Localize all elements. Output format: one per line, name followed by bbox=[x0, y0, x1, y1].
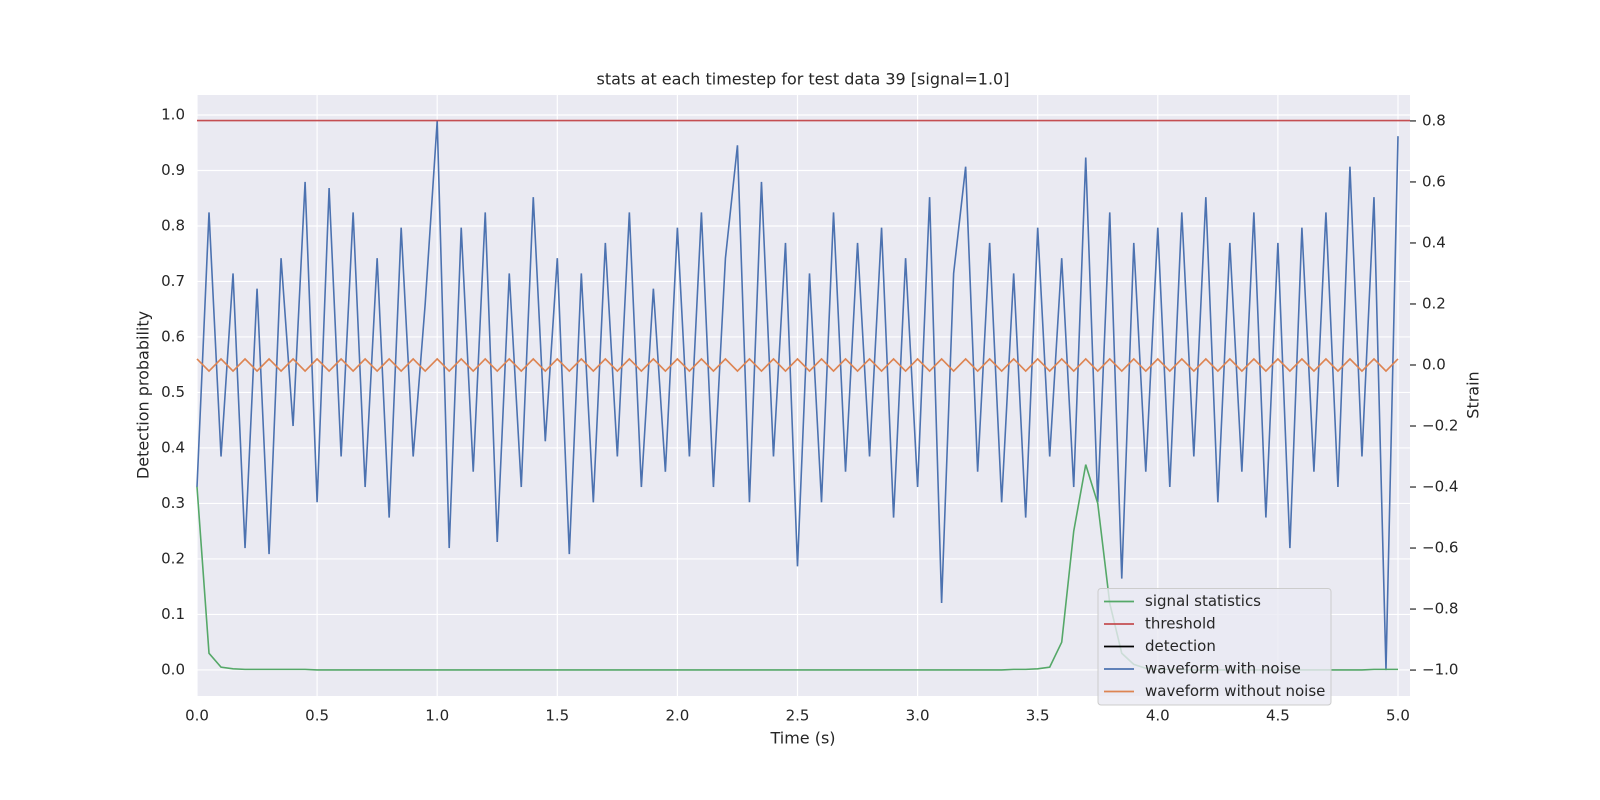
y-tick-label: 0.8 bbox=[161, 216, 185, 234]
y-tick-label: 1.0 bbox=[161, 105, 185, 123]
x-tick-label: 1.0 bbox=[425, 707, 449, 725]
legend-label: waveform without noise bbox=[1145, 682, 1325, 700]
y-tick-label: 0.7 bbox=[161, 272, 185, 290]
y-tick-label: 0.2 bbox=[161, 549, 185, 567]
y2-tick-label: −0.8 bbox=[1422, 600, 1458, 618]
legend-label: detection bbox=[1145, 637, 1216, 655]
y-tick-label: 0.9 bbox=[161, 161, 185, 179]
x-tick-label: 2.0 bbox=[665, 707, 689, 725]
x-tick-label: 5.0 bbox=[1386, 707, 1410, 725]
x-tick-label: 2.5 bbox=[786, 707, 810, 725]
legend-label: signal statistics bbox=[1145, 592, 1261, 610]
y2-tick-label: −0.2 bbox=[1422, 417, 1458, 435]
x-tick-label: 1.5 bbox=[545, 707, 569, 725]
series-line bbox=[196, 357, 1399, 373]
series-line bbox=[196, 120, 1399, 671]
y2-tick-label: 0.6 bbox=[1422, 172, 1446, 190]
x-tick-label: 4.5 bbox=[1266, 707, 1290, 725]
legend-label: threshold bbox=[1145, 615, 1216, 633]
y2-tick-label: −0.4 bbox=[1422, 478, 1458, 496]
x-tick-label: 0.0 bbox=[185, 707, 209, 725]
y2-tick-label: −0.6 bbox=[1422, 539, 1458, 557]
x-tick-label: 4.0 bbox=[1146, 707, 1170, 725]
x-tick-label: 3.5 bbox=[1026, 707, 1050, 725]
y-tick-label: 0.0 bbox=[161, 660, 185, 678]
y-tick-label: 0.5 bbox=[161, 383, 185, 401]
y-tick-label: 0.1 bbox=[161, 605, 185, 623]
y2-tick-label: 0.8 bbox=[1422, 111, 1446, 129]
y2-tick-label: 0.2 bbox=[1422, 294, 1446, 312]
y-axis-label: Detection probability bbox=[134, 311, 153, 479]
grid bbox=[196, 95, 1410, 696]
x-tick-label: 0.5 bbox=[305, 707, 329, 725]
y2-tick-label: 0.0 bbox=[1422, 355, 1446, 373]
x-axis-label: Time (s) bbox=[769, 729, 835, 748]
x-tick-label: 3.0 bbox=[906, 707, 930, 725]
chart-title: stats at each timestep for test data 39 … bbox=[597, 70, 1010, 89]
y-tick-label: 0.4 bbox=[161, 438, 185, 456]
y2-tick-label: −1.0 bbox=[1422, 661, 1458, 679]
y-tick-label: 0.3 bbox=[161, 494, 185, 512]
legend-box bbox=[1097, 588, 1332, 706]
y2-tick-label: 0.4 bbox=[1422, 233, 1446, 251]
y-tick-label: 0.6 bbox=[161, 327, 185, 345]
y2-axis-label: Strain bbox=[1464, 371, 1483, 418]
legend-label: waveform with noise bbox=[1145, 660, 1301, 678]
